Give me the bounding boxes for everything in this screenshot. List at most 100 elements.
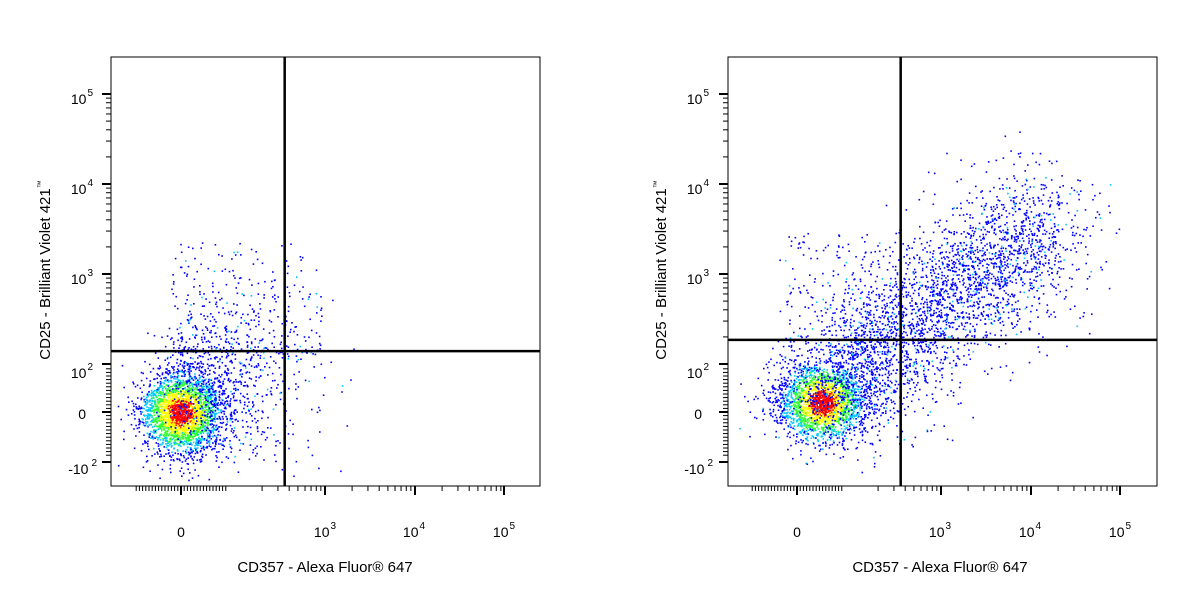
event-dot bbox=[197, 426, 199, 428]
event-dot bbox=[261, 410, 264, 412]
event-dot bbox=[181, 436, 183, 439]
event-dot bbox=[232, 352, 234, 354]
event-dot bbox=[219, 381, 222, 383]
event-dot bbox=[212, 291, 214, 293]
event-dot bbox=[210, 345, 213, 348]
event-dot bbox=[230, 447, 233, 450]
event-dot bbox=[216, 356, 218, 359]
event-dot bbox=[811, 383, 813, 385]
event-dot bbox=[198, 419, 201, 422]
event-dot bbox=[236, 411, 238, 413]
event-dot bbox=[161, 406, 164, 408]
event-dot bbox=[166, 416, 169, 419]
event-dot bbox=[187, 424, 190, 427]
event-dot bbox=[153, 390, 155, 393]
event-dot bbox=[187, 468, 189, 471]
event-dot bbox=[178, 391, 181, 394]
event-dot bbox=[168, 411, 170, 413]
event-dot bbox=[219, 417, 221, 419]
event-dot bbox=[174, 375, 176, 378]
event-dot bbox=[219, 335, 221, 338]
event-dot bbox=[192, 247, 194, 250]
event-dot bbox=[239, 449, 241, 451]
event-dot bbox=[174, 427, 177, 429]
event-dot bbox=[181, 389, 184, 392]
event-dot bbox=[859, 409, 861, 411]
event-dot bbox=[289, 419, 291, 422]
event-dot bbox=[173, 399, 176, 402]
event-dot bbox=[138, 423, 140, 426]
event-dot bbox=[194, 368, 197, 371]
event-dot bbox=[172, 377, 175, 380]
event-dot bbox=[826, 409, 828, 411]
event-dot bbox=[184, 302, 187, 305]
event-dot bbox=[200, 450, 202, 452]
event-dot bbox=[194, 337, 196, 339]
event-dot bbox=[207, 432, 209, 434]
event-dot bbox=[171, 417, 173, 420]
event-dot bbox=[255, 351, 258, 354]
event-dot bbox=[156, 420, 159, 423]
event-dot bbox=[812, 377, 814, 380]
event-dot bbox=[854, 403, 857, 406]
event-dot bbox=[153, 393, 156, 395]
event-dot bbox=[259, 308, 262, 310]
event-dot bbox=[157, 400, 159, 403]
event-dot bbox=[785, 404, 788, 407]
event-dot bbox=[177, 365, 180, 367]
event-dot bbox=[293, 475, 295, 478]
event-dot bbox=[223, 347, 225, 349]
event-dot bbox=[871, 402, 873, 405]
event-dot bbox=[134, 385, 137, 388]
event-dot bbox=[177, 442, 179, 445]
event-dot bbox=[151, 426, 154, 428]
event-dot bbox=[214, 297, 217, 299]
event-dot bbox=[859, 406, 862, 408]
event-dot bbox=[242, 385, 245, 387]
event-dot bbox=[143, 384, 145, 386]
event-dot bbox=[779, 373, 782, 376]
event-dot bbox=[862, 391, 865, 394]
event-dot bbox=[832, 391, 834, 393]
event-dot bbox=[264, 439, 267, 441]
event-dot bbox=[811, 421, 813, 424]
event-dot bbox=[163, 386, 166, 388]
event-dot bbox=[127, 414, 130, 416]
event-dot bbox=[168, 327, 171, 330]
event-dot bbox=[183, 413, 186, 416]
event-dot bbox=[168, 423, 170, 426]
event-dot bbox=[213, 447, 216, 450]
event-dot bbox=[183, 383, 186, 386]
event-dot bbox=[190, 394, 193, 396]
event-dot bbox=[169, 464, 172, 466]
event-dot bbox=[806, 423, 808, 426]
event-dot bbox=[195, 398, 197, 401]
event-dot bbox=[190, 430, 192, 432]
event-dot bbox=[864, 415, 867, 418]
event-dot bbox=[242, 426, 244, 428]
event-dot bbox=[209, 416, 211, 418]
event-dot bbox=[838, 366, 841, 368]
event-dot bbox=[288, 447, 290, 450]
event-dot bbox=[169, 372, 171, 374]
event-dot bbox=[186, 362, 189, 365]
event-dot bbox=[289, 331, 291, 333]
event-dot bbox=[273, 309, 276, 311]
event-dot bbox=[174, 443, 176, 446]
event-dot bbox=[193, 413, 196, 416]
event-dot bbox=[187, 425, 190, 428]
event-dot bbox=[162, 425, 165, 428]
event-dot bbox=[175, 395, 178, 397]
event-dot bbox=[198, 385, 201, 388]
event-dot bbox=[186, 364, 189, 366]
event-dot bbox=[191, 420, 194, 422]
event-dot bbox=[200, 385, 202, 387]
event-dot bbox=[231, 421, 234, 423]
event-dot bbox=[837, 398, 840, 401]
event-dot bbox=[867, 386, 870, 388]
event-dot bbox=[187, 418, 189, 420]
event-dot bbox=[201, 371, 204, 374]
event-dot bbox=[177, 375, 179, 377]
event-dot bbox=[169, 443, 171, 446]
plot-left-xtick-label: 0 bbox=[177, 524, 185, 540]
